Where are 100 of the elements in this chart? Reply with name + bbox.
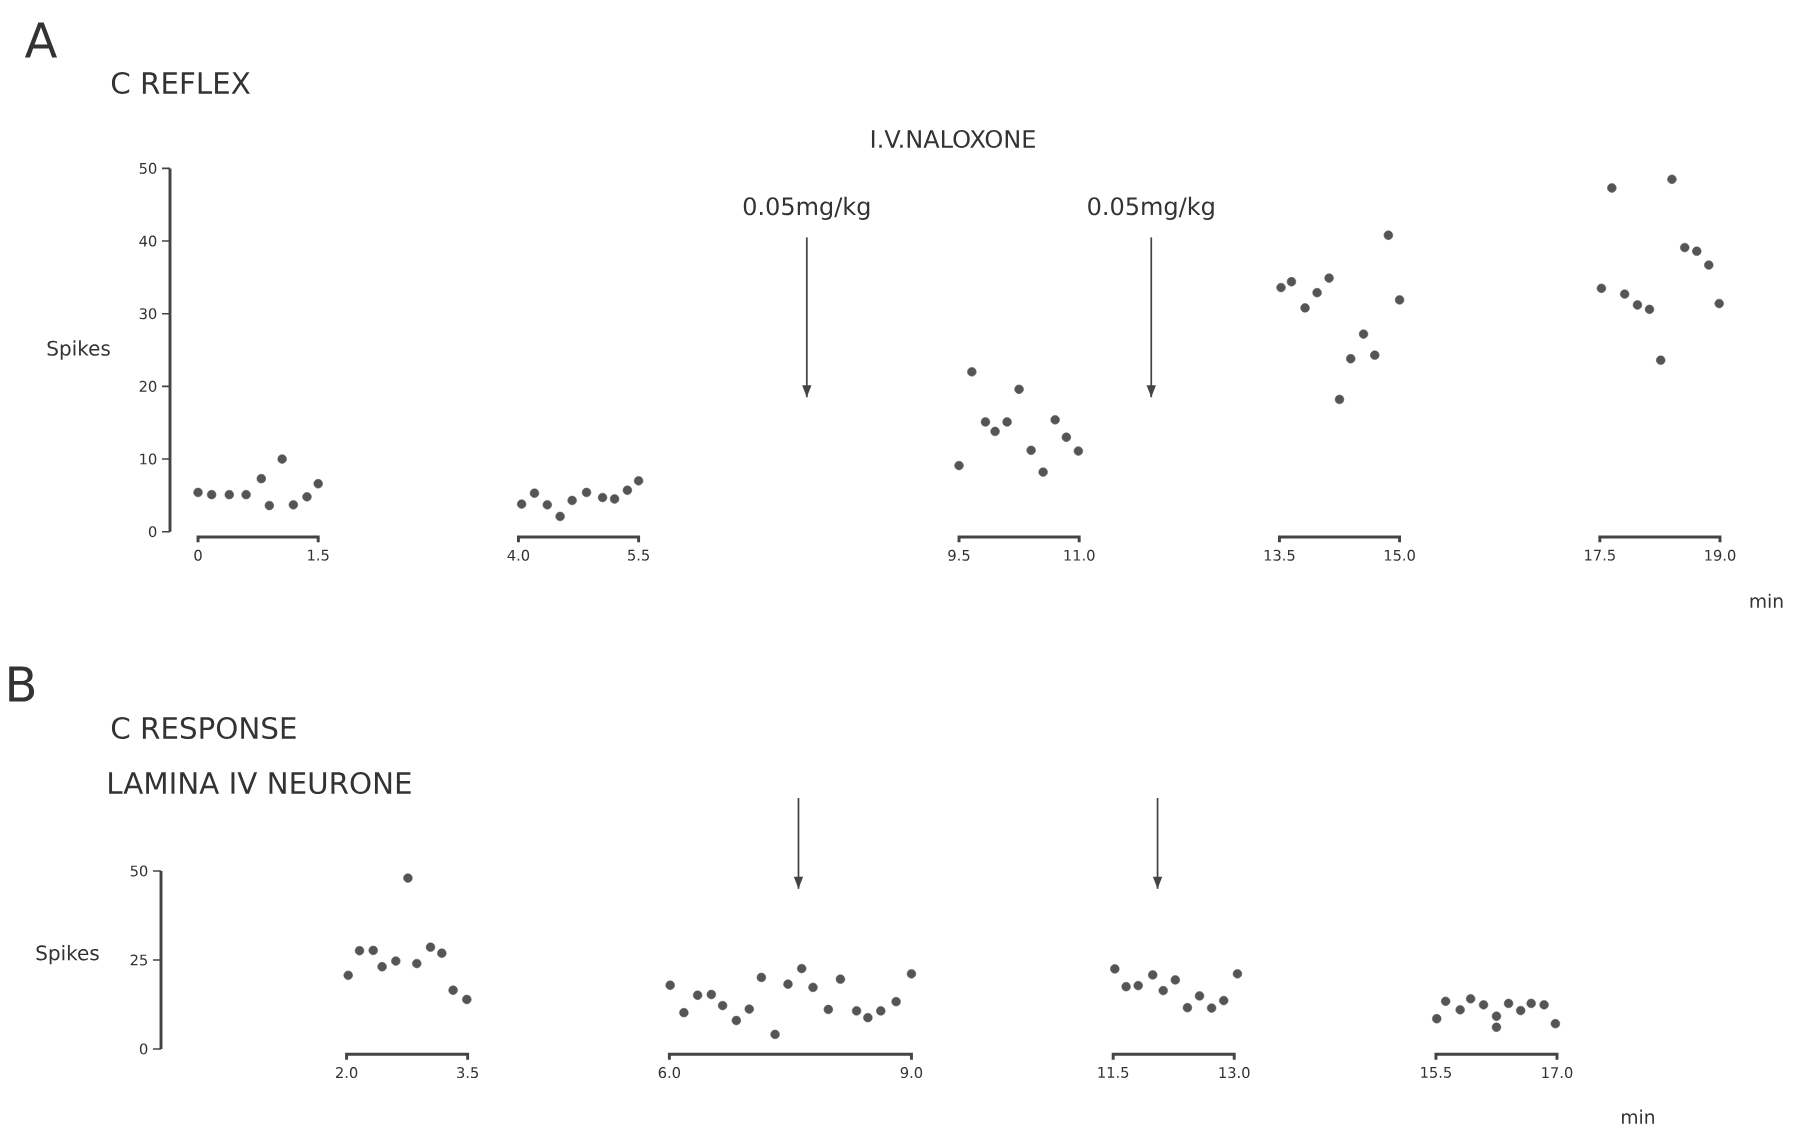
x-tick-label: 15.0 xyxy=(1384,549,1415,561)
point xyxy=(1667,174,1677,184)
point xyxy=(1394,295,1405,305)
point xyxy=(1370,350,1380,360)
y-tick-label: 0 xyxy=(139,1043,148,1055)
point xyxy=(1133,980,1143,991)
point xyxy=(1050,415,1060,425)
point xyxy=(1276,282,1286,293)
point xyxy=(1383,230,1394,240)
chart-title: C RESPONSE xyxy=(111,716,296,740)
point xyxy=(368,945,378,956)
point xyxy=(1002,417,1012,427)
point xyxy=(706,989,716,1000)
x-tick-label: 3.5 xyxy=(457,1067,479,1079)
point xyxy=(1491,1022,1502,1032)
point xyxy=(462,994,472,1005)
point xyxy=(954,460,964,471)
point xyxy=(1491,1011,1502,1021)
point xyxy=(783,979,793,989)
point xyxy=(343,970,353,980)
point xyxy=(224,489,234,500)
point xyxy=(555,511,565,522)
point xyxy=(1644,304,1655,315)
y-tick-label: 40 xyxy=(139,235,157,247)
point xyxy=(679,1008,689,1018)
point xyxy=(665,980,675,990)
point xyxy=(437,948,447,958)
x-tick-label: 13.0 xyxy=(1219,1067,1250,1079)
point xyxy=(863,1012,873,1023)
x-tick-label: 17.0 xyxy=(1542,1067,1573,1079)
point xyxy=(1478,1000,1489,1010)
point xyxy=(1158,985,1168,996)
point xyxy=(1632,300,1643,310)
point xyxy=(1714,298,1724,309)
point xyxy=(808,982,818,993)
point xyxy=(425,942,436,952)
point xyxy=(1440,996,1451,1006)
point xyxy=(256,473,266,484)
point xyxy=(597,492,608,503)
x-tick-label: 15.5 xyxy=(1421,1067,1451,1078)
point xyxy=(1516,1005,1526,1016)
point xyxy=(1073,446,1084,456)
point xyxy=(313,479,323,489)
point xyxy=(1596,283,1607,293)
text: A xyxy=(24,22,58,58)
point xyxy=(851,1006,862,1016)
point xyxy=(622,485,633,495)
x-tick-label: 11.5 xyxy=(1098,1067,1129,1078)
y-tick-label: 10 xyxy=(140,453,157,465)
point xyxy=(1182,1003,1193,1013)
point xyxy=(1620,289,1630,299)
x-tick-label: 5.5 xyxy=(628,549,649,561)
x-tick-label: 11.0 xyxy=(1064,549,1095,561)
point xyxy=(717,1000,728,1011)
point xyxy=(1607,183,1617,193)
point xyxy=(609,494,620,504)
point xyxy=(302,492,312,502)
point xyxy=(797,963,807,974)
point xyxy=(567,495,577,506)
point xyxy=(1300,303,1310,313)
point xyxy=(412,958,422,969)
point xyxy=(581,487,592,498)
point xyxy=(1232,969,1243,979)
ref-line-label: 0.05mg/kg xyxy=(1088,196,1214,220)
point xyxy=(744,1004,754,1014)
point xyxy=(1526,998,1536,1009)
point xyxy=(193,487,203,498)
text: B xyxy=(9,666,35,702)
point xyxy=(1324,273,1334,283)
point xyxy=(1038,467,1048,477)
point xyxy=(692,990,703,1000)
point xyxy=(1704,260,1714,270)
chart-title: C REFLEX xyxy=(111,71,250,95)
point xyxy=(1346,354,1356,364)
point xyxy=(1680,242,1690,253)
point xyxy=(391,956,401,966)
point xyxy=(1465,994,1476,1004)
y-axis-title: Spikes xyxy=(47,340,110,360)
point xyxy=(1148,970,1158,980)
y-tick-label: 20 xyxy=(139,380,157,392)
point xyxy=(1219,995,1229,1006)
point xyxy=(1170,975,1180,985)
point xyxy=(1026,445,1036,455)
y-tick-label: 30 xyxy=(139,308,157,320)
point xyxy=(906,969,917,979)
x-tick-label: 19.0 xyxy=(1705,549,1736,561)
point xyxy=(1194,991,1205,1001)
point xyxy=(823,1004,833,1015)
point xyxy=(1455,1005,1465,1015)
point xyxy=(1550,1019,1561,1029)
point xyxy=(980,417,991,427)
point xyxy=(633,476,644,486)
point xyxy=(1432,1014,1442,1024)
point xyxy=(1121,982,1131,992)
point xyxy=(1110,964,1120,974)
point xyxy=(756,972,767,983)
point xyxy=(354,946,365,956)
point xyxy=(990,426,1000,437)
point xyxy=(241,489,251,500)
point xyxy=(1358,329,1369,339)
